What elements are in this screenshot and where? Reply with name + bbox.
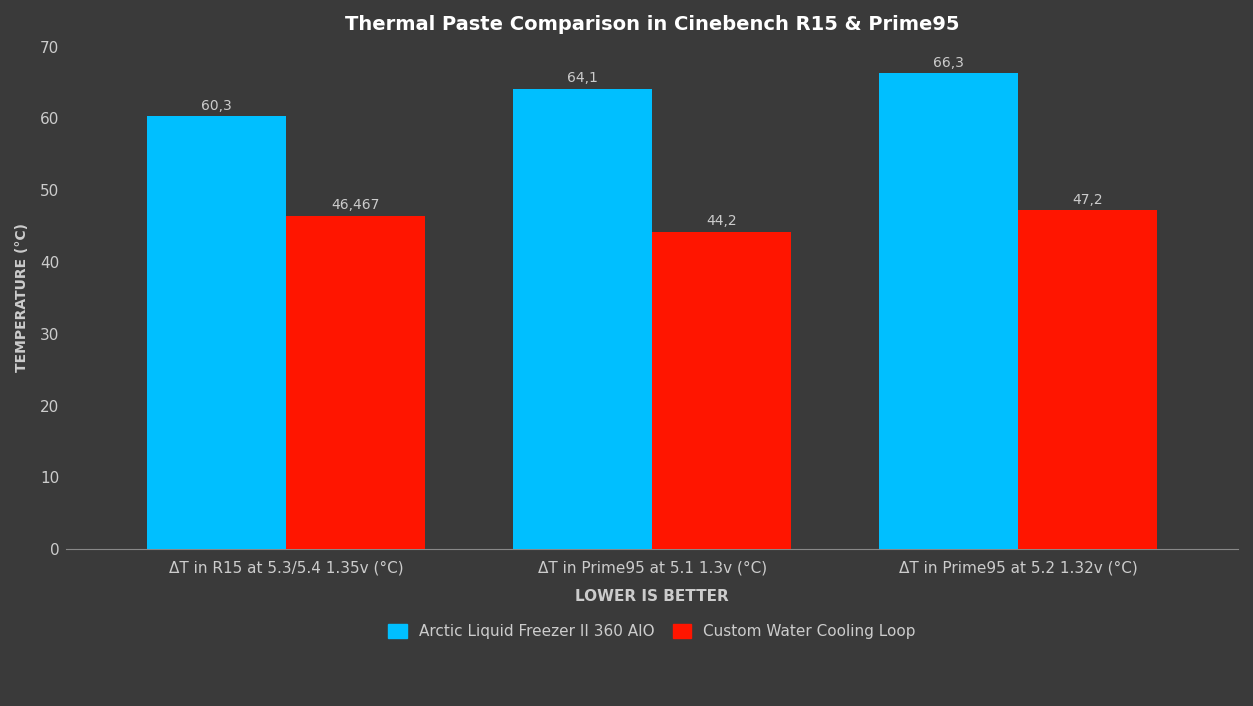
Bar [1019,210,1158,549]
Bar [880,73,1019,549]
Bar [512,89,653,549]
Legend: Arctic Liquid Freezer II 360 AIO, Custom Water Cooling Loop: Arctic Liquid Freezer II 360 AIO, Custom… [381,617,923,647]
Text: 66,3: 66,3 [933,56,965,70]
Bar [147,116,286,549]
Y-axis label: TEMPERATURE (°C): TEMPERATURE (°C) [15,223,29,373]
Text: 47,2: 47,2 [1073,193,1103,207]
Bar [653,232,792,549]
Title: Thermal Paste Comparison in Cinebench R15 & Prime95: Thermal Paste Comparison in Cinebench R1… [345,15,960,34]
Text: 44,2: 44,2 [707,215,737,228]
Text: 46,467: 46,467 [332,198,380,212]
X-axis label: LOWER IS BETTER: LOWER IS BETTER [575,590,729,604]
Bar [286,215,425,549]
Text: 60,3: 60,3 [202,99,232,113]
Text: 64,1: 64,1 [568,71,598,85]
